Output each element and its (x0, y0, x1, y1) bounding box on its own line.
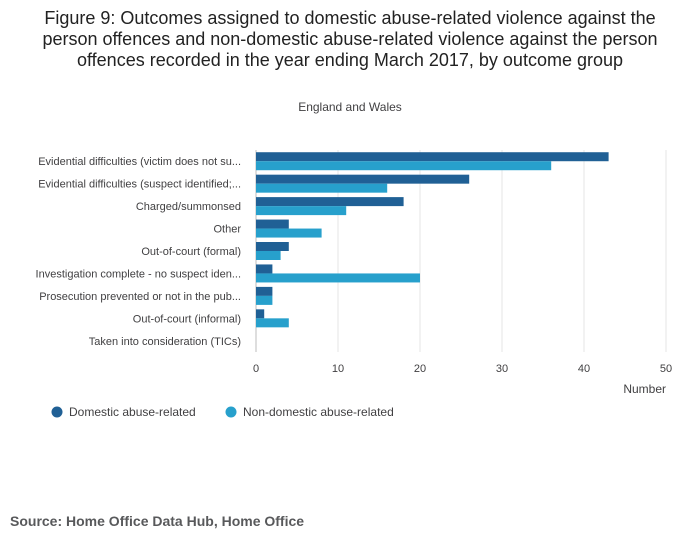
category-label: Out-of-court (informal) (133, 313, 241, 325)
bar-non-domestic (256, 251, 281, 260)
bar-non-domestic (256, 183, 388, 193)
bar-non-domestic (256, 161, 552, 171)
x-tick-label: 10 (332, 363, 344, 375)
bar-non-domestic (256, 228, 322, 238)
category-label: Charged/summonsed (136, 201, 241, 213)
legend-label: Domestic abuse-related (69, 405, 196, 419)
bar-domestic (256, 152, 609, 162)
x-tick-label: 50 (660, 363, 672, 375)
legend-label: Non-domestic abuse-related (243, 405, 394, 419)
category-label: Investigation complete - no suspect iden… (36, 268, 241, 280)
x-tick-label: 20 (414, 363, 426, 375)
chart-subtitle: England and Wales (298, 100, 402, 114)
chart-title: Figure 9: Outcomes assigned to domestic … (42, 8, 658, 70)
bar-domestic (256, 264, 273, 274)
bar-domestic (256, 219, 289, 229)
category-label: Other (213, 224, 241, 236)
bar-domestic (256, 242, 289, 251)
bar-chart: 0 10 20 30 40 50 Number Evidential difficulties… (36, 150, 672, 419)
bar-domestic (256, 197, 404, 207)
x-tick-label: 30 (496, 363, 508, 375)
bar-domestic (256, 174, 470, 184)
x-tick-label: 0 (253, 363, 259, 375)
bar-non-domestic (256, 206, 347, 216)
legend-marker (225, 406, 237, 418)
source-note: Source: Home Office Data Hub, Home Offic… (10, 513, 305, 529)
bar-domestic (256, 309, 265, 319)
x-tick-label: 40 (578, 363, 590, 375)
category-label: Out-of-court (formal) (141, 246, 241, 258)
x-axis-label: Number (623, 382, 666, 396)
bar-non-domestic (256, 318, 289, 328)
bar-non-domestic (256, 273, 420, 283)
bar-domestic (256, 286, 273, 296)
category-label: Evidential difficulties (suspect identif… (38, 179, 241, 191)
category-label: Taken into consideration (TICs) (89, 336, 241, 348)
legend-marker (51, 406, 63, 418)
category-label: Evidential difficulties (victim does not… (38, 156, 241, 168)
category-label: Prosecution prevented or not in the pub.… (39, 291, 241, 303)
bar-non-domestic (256, 295, 273, 305)
